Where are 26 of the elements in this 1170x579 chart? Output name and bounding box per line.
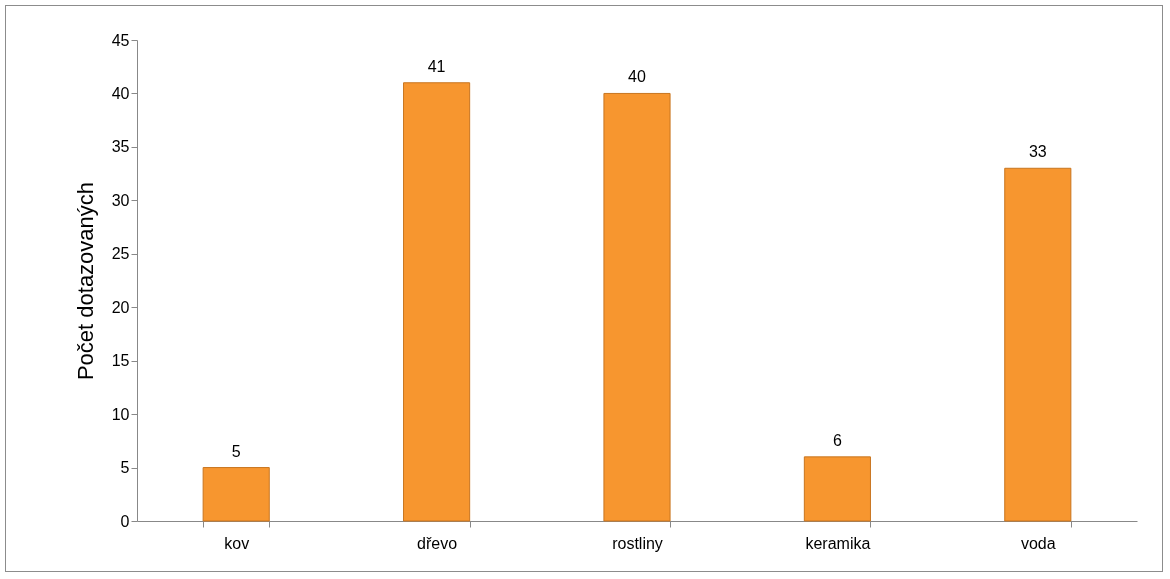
y-tick-label: 10 xyxy=(111,405,130,423)
y-tick-label: 15 xyxy=(111,352,130,370)
bar xyxy=(403,82,471,522)
bar xyxy=(1004,167,1072,522)
bar xyxy=(803,456,871,522)
x-tick-label: keramika xyxy=(805,534,871,552)
y-tick-label: 45 xyxy=(111,31,130,49)
data-label: 41 xyxy=(427,57,446,75)
x-tick-label: voda xyxy=(1020,534,1056,552)
x-tick-label: rostliny xyxy=(612,534,663,552)
y-tick-label: 0 xyxy=(120,512,130,530)
y-tick-label: 35 xyxy=(111,138,130,156)
x-tick-label: kov xyxy=(224,534,250,552)
y-tick-label: 30 xyxy=(111,191,130,209)
data-label: 6 xyxy=(832,431,842,449)
y-tick-label: 20 xyxy=(111,298,130,316)
bar xyxy=(603,92,671,522)
y-tick-label: 40 xyxy=(111,84,130,102)
y-tick-label: 25 xyxy=(111,245,130,263)
y-tick-label: 5 xyxy=(120,459,130,477)
data-label: 33 xyxy=(1028,143,1047,161)
y-axis-title: Počet dotazovaných xyxy=(72,181,98,381)
data-label: 5 xyxy=(231,442,241,460)
data-label: 40 xyxy=(628,68,646,86)
x-tick-label: dřevo xyxy=(417,534,458,552)
bar xyxy=(202,467,270,522)
